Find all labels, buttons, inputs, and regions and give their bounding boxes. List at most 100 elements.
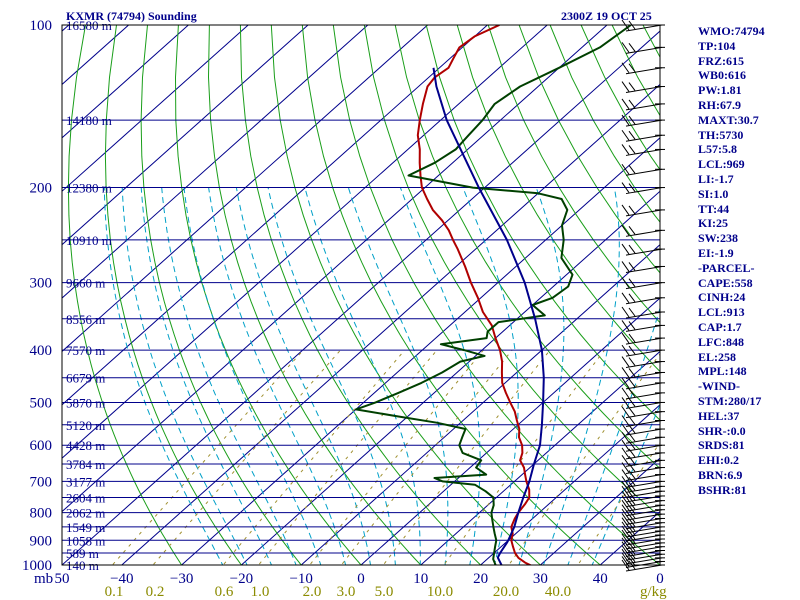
wind-barb-flag (628, 321, 636, 330)
wind-barb-flag (621, 387, 630, 399)
wind-barb-flag (628, 456, 636, 465)
index-item: LCL:913 (698, 305, 745, 320)
wind-barb-flag (628, 553, 636, 563)
moist-adiabat (567, 306, 660, 565)
station-title: KXMR (74794) Sounding (66, 9, 197, 23)
index-item: TT:44 (698, 201, 730, 216)
wind-barb-flag (628, 262, 636, 271)
wind-barb (625, 103, 663, 111)
wind-barb (625, 371, 663, 379)
wind-barb (625, 517, 663, 525)
moist-adiabat (267, 187, 396, 565)
wind-barb (625, 297, 663, 305)
wind-barb-flag (628, 388, 636, 398)
wind-barb-flag (628, 407, 636, 416)
wind-barb (625, 148, 663, 156)
mixing-ratio-label: 5.0 (375, 584, 394, 600)
wind-barb-flag (628, 115, 636, 125)
wind-barb (625, 513, 663, 521)
mixing-ratio-label: 3.0 (337, 584, 356, 600)
wind-barb (625, 509, 663, 517)
parcel-line (432, 67, 545, 565)
temperature-tick-label: 10 (413, 571, 428, 587)
index-item: WMO:74794 (698, 24, 765, 38)
pressure-unit: mb (34, 571, 53, 587)
dry-adiabat (104, 25, 243, 565)
pressure-label: 600 (30, 438, 53, 454)
wind-barb (625, 490, 663, 498)
isotherm (62, 25, 488, 406)
wind-barb (625, 444, 663, 452)
mixing-ratio-label: 2.0 (303, 584, 322, 600)
pressure-label: 800 (30, 506, 53, 522)
wind-barb-flag (628, 43, 636, 52)
wind-barb-flag (621, 332, 630, 344)
temperature-tick-label: −20 (230, 571, 253, 587)
index-item: TP:104 (698, 38, 736, 53)
dry-adiabat (518, 25, 660, 274)
index-item: CAPE:558 (698, 275, 753, 290)
wind-barb-flag (621, 129, 630, 141)
wind-barb-flag (628, 514, 636, 523)
sounding-profiles (354, 25, 632, 565)
wind-barb-flag (628, 333, 636, 343)
wind-barb-flag (628, 145, 636, 154)
index-item: MAXT:30.7 (698, 112, 759, 127)
mixing-ratio-label: 40.0 (545, 584, 571, 600)
wind-barb (625, 382, 663, 390)
dry-adiabat (425, 25, 660, 421)
wind-barb-flag (628, 63, 636, 73)
wind-barb (625, 419, 663, 427)
wind-barb-flag (628, 378, 636, 388)
mixing-ratio-label: 0.1 (105, 584, 124, 600)
wind-barb (625, 530, 663, 538)
wind-barb-flag (621, 485, 630, 497)
wind-barb (625, 168, 663, 176)
index-item: WB0:616 (698, 68, 746, 83)
wind-barb (625, 452, 663, 460)
wind-barb-flag (621, 42, 630, 53)
mixing-ratio-label: 0.6 (215, 584, 234, 600)
height-label: 1549 m (66, 520, 105, 535)
wind-barb-flag (621, 447, 630, 459)
wind-barb (625, 436, 663, 444)
wind-barb-flag (628, 549, 636, 559)
wind-barb-flag (621, 513, 630, 524)
wind-barb-flag (628, 424, 636, 434)
wind-barb-flag (621, 431, 630, 443)
wind-barb-flag (621, 490, 630, 502)
moist-adiabat (518, 187, 565, 565)
height-label: 5870 m (66, 395, 105, 410)
temperature-tick-label: −10 (289, 571, 312, 587)
wind-barb (625, 411, 663, 419)
wind-barb-flag (621, 306, 630, 318)
moist-adiabat (399, 187, 481, 565)
wind-barb (625, 538, 663, 546)
temperature-tick-label: −40 (110, 571, 133, 587)
wind-barb-flag (621, 552, 630, 564)
background-lines (62, 25, 660, 565)
moist-adiabat (140, 187, 273, 565)
pressure-label: 200 (30, 181, 53, 197)
mixing-ratio-line (508, 353, 660, 565)
wind-barb (625, 526, 663, 534)
height-label: 14180 m (66, 113, 112, 128)
dry-adiabat (239, 25, 482, 565)
index-item: EL:258 (698, 349, 737, 364)
wind-barb-flag (621, 62, 630, 74)
wind-barb (625, 467, 663, 475)
wind-barb (625, 401, 663, 409)
wind-barb-flag (621, 548, 630, 560)
index-item: MPL:148 (698, 364, 747, 379)
height-label: 12380 m (66, 181, 112, 196)
wind-barb-flag (621, 277, 630, 288)
index-item: LFC:848 (698, 334, 744, 349)
index-item: SHR-:0.0 (698, 423, 746, 438)
wind-barb (625, 474, 663, 482)
wind-barb-flag (621, 292, 630, 304)
wind-barb-flag (621, 243, 630, 255)
wind-barb-flag (621, 537, 630, 549)
pressure-label: 300 (30, 276, 53, 292)
dry-adiabat (363, 25, 660, 518)
